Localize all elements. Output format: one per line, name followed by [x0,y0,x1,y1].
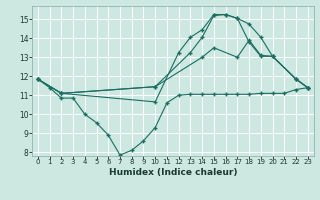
X-axis label: Humidex (Indice chaleur): Humidex (Indice chaleur) [108,168,237,177]
